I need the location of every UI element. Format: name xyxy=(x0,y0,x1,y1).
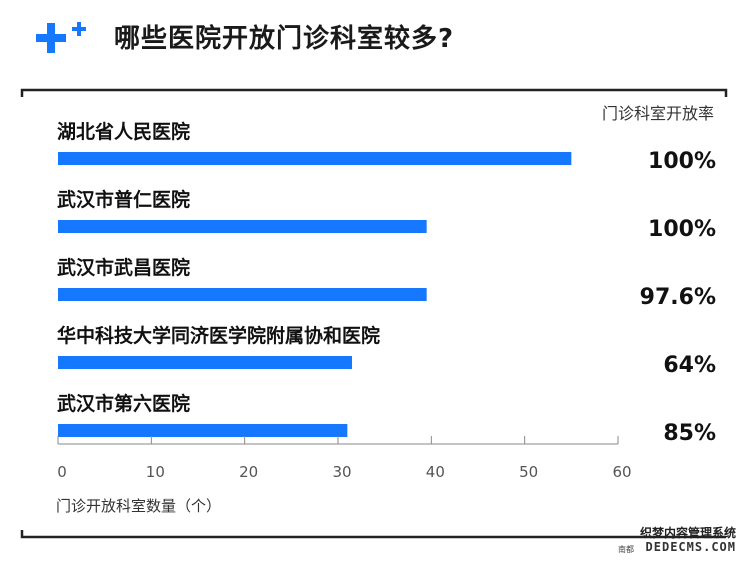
bar xyxy=(58,220,427,233)
rate-label: 100% xyxy=(648,149,716,174)
category-labels: 湖北省人民医院武汉市普仁医院武汉市武昌医院华中科技大学同济医学院附属协和医院武汉… xyxy=(57,120,380,415)
plus-icon xyxy=(36,22,86,53)
rate-column-header: 门诊科室开放率 xyxy=(602,104,714,123)
bar xyxy=(58,288,427,301)
x-tick-label: 50 xyxy=(519,463,538,481)
watermark-line1: 织梦内容管理系统 xyxy=(639,526,736,540)
category-label: 武汉市武昌医院 xyxy=(57,256,190,279)
x-tick-label: 10 xyxy=(146,463,165,481)
bar xyxy=(58,424,348,437)
x-tick-label: 30 xyxy=(332,463,351,481)
rate-labels: 100% 100% 97.6% 64% 85% xyxy=(640,149,716,446)
rate-label: 64% xyxy=(663,353,716,378)
bar xyxy=(58,152,572,165)
x-axis-label: 门诊开放科室数量（个） xyxy=(56,497,221,515)
category-label: 湖北省人民医院 xyxy=(57,120,190,143)
bar xyxy=(58,356,352,369)
category-label: 武汉市普仁医院 xyxy=(57,188,190,211)
frame-top-border xyxy=(20,88,728,97)
frame-bottom-border xyxy=(20,530,726,539)
x-ticks: 0 10 20 30 40 50 60 xyxy=(57,436,632,481)
category-label: 武汉市第六医院 xyxy=(57,392,190,415)
bars xyxy=(58,152,572,437)
watermark: 南都 织梦内容管理系统 DEDECMS.COM xyxy=(618,524,740,564)
rate-label: 85% xyxy=(663,421,716,446)
watermark-line2: DEDECMS.COM xyxy=(645,540,736,554)
rate-label: 97.6% xyxy=(640,285,716,310)
x-tick-label: 0 xyxy=(57,463,67,481)
header: 哪些医院开放门诊科室较多? xyxy=(0,0,750,80)
page-title: 哪些医院开放门诊科室较多? xyxy=(114,24,455,54)
x-tick-label: 60 xyxy=(612,463,631,481)
x-tick-label: 20 xyxy=(239,463,258,481)
category-label: 华中科技大学同济医学院附属协和医院 xyxy=(57,324,380,347)
x-tick-label: 40 xyxy=(426,463,445,481)
rate-label: 100% xyxy=(648,217,716,242)
watermark-prefix: 南都 xyxy=(618,545,634,554)
